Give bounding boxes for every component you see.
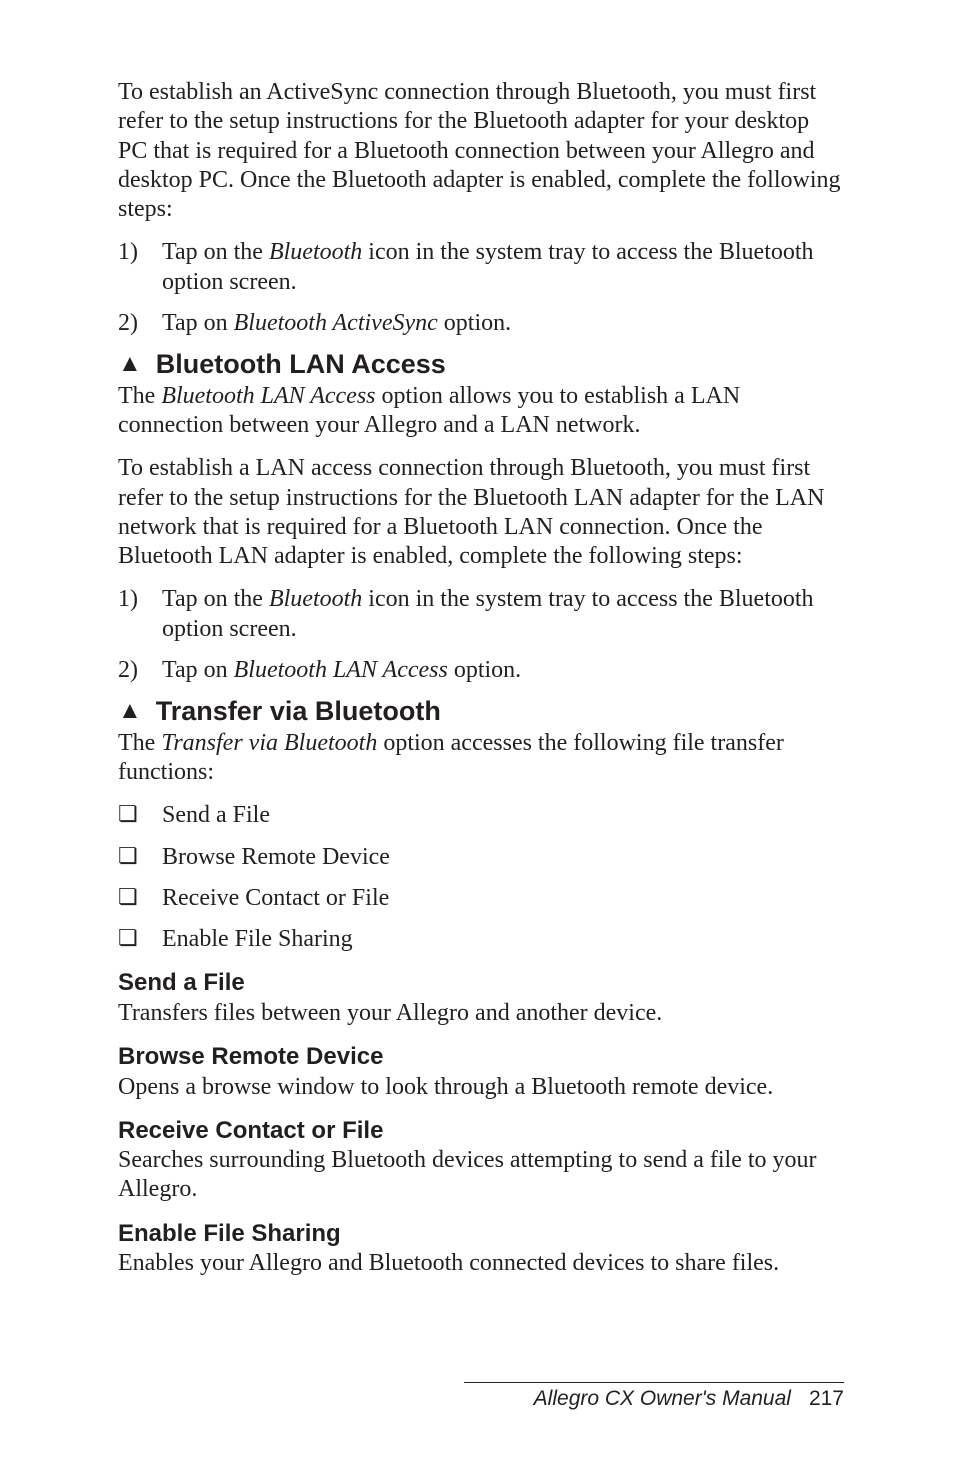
step-text: Tap on Bluetooth ActiveSync option.	[162, 310, 511, 336]
checkbox-icon: ❏	[118, 884, 162, 911]
subheading-browse-remote-device: Browse Remote Device	[118, 1044, 844, 1070]
heading-text: Transfer via Bluetooth	[156, 696, 441, 726]
footer-text: Allegro CX Owner's Manual 217	[464, 1387, 844, 1411]
lan-paragraph-2: To establish a LAN access connection thr…	[118, 454, 844, 571]
step-2: 2)Tap on Bluetooth LAN Access option.	[118, 656, 844, 685]
transfer-options-list: ❏Send a File ❏Browse Remote Device ❏Rece…	[118, 801, 844, 954]
heading-transfer-via-bluetooth: ▲ Transfer via Bluetooth	[118, 697, 844, 727]
browse-remote-device-paragraph: Opens a browse window to look through a …	[118, 1073, 844, 1102]
page: To establish an ActiveSync connection th…	[0, 0, 954, 1475]
step-2: 2)Tap on Bluetooth ActiveSync option.	[118, 309, 844, 338]
step-text: Tap on Bluetooth LAN Access option.	[162, 657, 521, 683]
step-1: 1)Tap on the Bluetooth icon in the syste…	[118, 238, 844, 297]
list-item: ❏Send a File	[118, 801, 844, 830]
list-item-label: Enable File Sharing	[162, 926, 353, 952]
triangle-icon: ▲	[118, 351, 142, 377]
heading-bluetooth-lan-access: ▲ Bluetooth LAN Access	[118, 350, 844, 380]
xfer-paragraph: The Transfer via Bluetooth option access…	[118, 729, 844, 788]
steps-activesync: 1)Tap on the Bluetooth icon in the syste…	[118, 238, 844, 338]
checkbox-icon: ❏	[118, 801, 162, 828]
subheading-receive-contact-or-file: Receive Contact or File	[118, 1118, 844, 1144]
enable-file-sharing-paragraph: Enables your Allegro and Bluetooth conne…	[118, 1249, 844, 1278]
heading-text: Bluetooth LAN Access	[156, 349, 446, 379]
step-number: 1)	[118, 585, 162, 614]
triangle-icon: ▲	[118, 698, 142, 724]
step-text: Tap on the Bluetooth icon in the system …	[162, 239, 814, 294]
step-text: Tap on the Bluetooth icon in the system …	[162, 586, 814, 641]
subheading-send-a-file: Send a File	[118, 970, 844, 996]
intro-paragraph: To establish an ActiveSync connection th…	[118, 78, 844, 224]
lan-paragraph-1: The Bluetooth LAN Access option allows y…	[118, 382, 844, 441]
list-item: ❏Enable File Sharing	[118, 925, 844, 954]
list-item-label: Send a File	[162, 802, 270, 828]
step-number: 2)	[118, 309, 162, 338]
receive-contact-or-file-paragraph: Searches surrounding Bluetooth devices a…	[118, 1146, 844, 1205]
step-number: 2)	[118, 656, 162, 685]
checkbox-icon: ❏	[118, 843, 162, 870]
page-number: 217	[809, 1387, 844, 1410]
subheading-enable-file-sharing: Enable File Sharing	[118, 1221, 844, 1247]
step-1: 1)Tap on the Bluetooth icon in the syste…	[118, 585, 844, 644]
footer-rule	[464, 1382, 844, 1383]
steps-lan: 1)Tap on the Bluetooth icon in the syste…	[118, 585, 844, 685]
send-a-file-paragraph: Transfers files between your Allegro and…	[118, 999, 844, 1028]
list-item: ❏Browse Remote Device	[118, 843, 844, 872]
footer-title: Allegro CX Owner's Manual	[534, 1387, 791, 1410]
step-number: 1)	[118, 238, 162, 267]
page-footer: Allegro CX Owner's Manual 217	[464, 1382, 844, 1411]
list-item-label: Browse Remote Device	[162, 844, 390, 870]
list-item: ❏Receive Contact or File	[118, 884, 844, 913]
checkbox-icon: ❏	[118, 925, 162, 952]
list-item-label: Receive Contact or File	[162, 885, 389, 911]
